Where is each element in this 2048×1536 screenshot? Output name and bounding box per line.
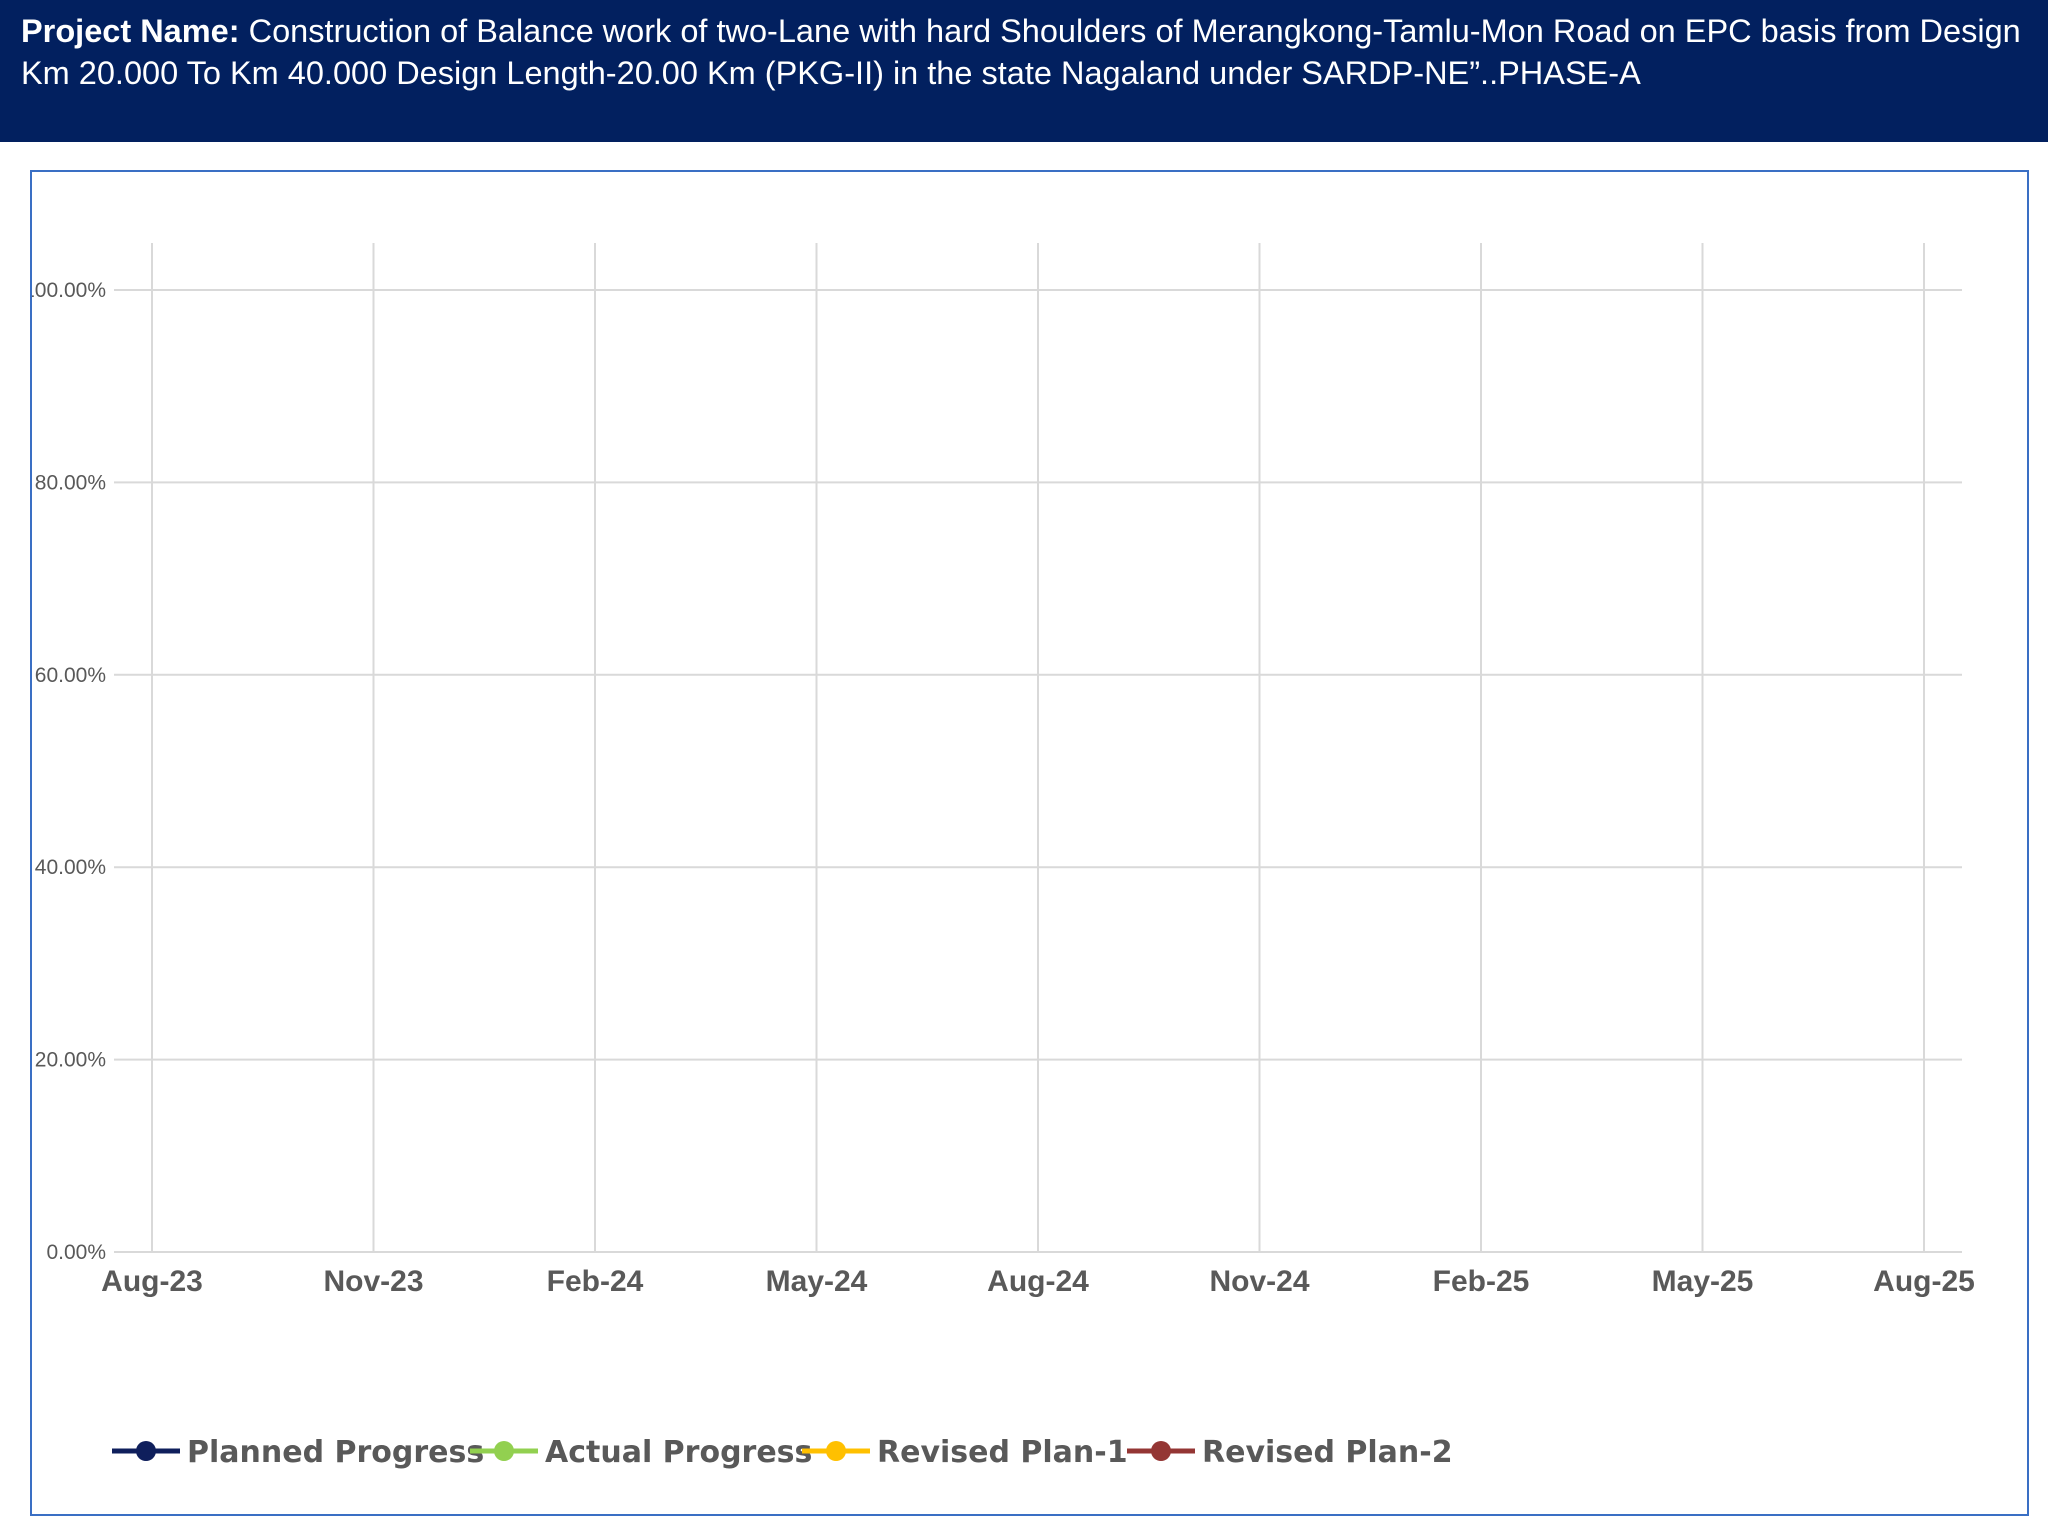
- y-tick-label: 60.00%: [35, 664, 106, 687]
- grid-lines: [114, 243, 1962, 1253]
- y-tick-label: 40.00%: [35, 856, 106, 879]
- y-tick-label: 20.00%: [35, 1049, 106, 1072]
- legend-item: Actual Progress: [470, 1435, 812, 1470]
- project-name-text: Construction of Balance work of two-Lane…: [21, 13, 2021, 91]
- project-name-label: Project Name:: [21, 13, 240, 49]
- legend-dot-marker: [1151, 1441, 1171, 1461]
- legend-label: Revised Plan-2: [1202, 1435, 1453, 1470]
- x-tick-label: Aug-25: [1873, 1265, 1975, 1298]
- x-tick-label: May-24: [766, 1265, 868, 1298]
- legend-label: Actual Progress: [545, 1435, 812, 1470]
- legend-item: Revised Plan-1: [802, 1435, 1128, 1470]
- legend-dot-marker: [136, 1441, 156, 1461]
- y-axis-ticks: 0.00% 20.00% 40.00% 60.00% 80.00% 100.00%: [32, 279, 106, 1264]
- legend-dot-marker: [826, 1441, 846, 1461]
- legend-dot-marker: [494, 1441, 514, 1461]
- chart-legend: Planned Progress Actual Progress Revised P…: [112, 1435, 1453, 1470]
- x-tick-label: Nov-24: [1209, 1265, 1309, 1298]
- legend-item: Revised Plan-2: [1127, 1435, 1453, 1470]
- legend-label: Revised Plan-1: [877, 1435, 1128, 1470]
- progress-chart: 0.00% 20.00% 40.00% 60.00% 80.00% 100.00% Aug…: [32, 243, 1975, 1470]
- legend-label: Planned Progress: [187, 1435, 484, 1470]
- x-tick-label: Nov-23: [323, 1265, 423, 1298]
- legend-item: Planned Progress: [112, 1435, 484, 1470]
- chart-frame: 0.00% 20.00% 40.00% 60.00% 80.00% 100.00% Aug…: [30, 170, 2029, 1516]
- y-tick-label: 80.00%: [35, 471, 106, 494]
- x-tick-label: Aug-23: [101, 1265, 203, 1298]
- y-tick-label: 0.00%: [46, 1241, 106, 1264]
- project-header: Project Name: Construction of Balance wo…: [0, 0, 2048, 142]
- x-tick-label: Feb-25: [1433, 1265, 1530, 1298]
- x-tick-label: May-25: [1652, 1265, 1754, 1298]
- x-tick-label: Feb-24: [547, 1265, 644, 1298]
- x-axis-ticks: Aug-23 Nov-23 Feb-24 May-24 Aug-24 Nov-24 Feb-…: [101, 1265, 1975, 1298]
- y-tick-label: 100.00%: [32, 279, 106, 302]
- x-tick-label: Aug-24: [987, 1265, 1089, 1298]
